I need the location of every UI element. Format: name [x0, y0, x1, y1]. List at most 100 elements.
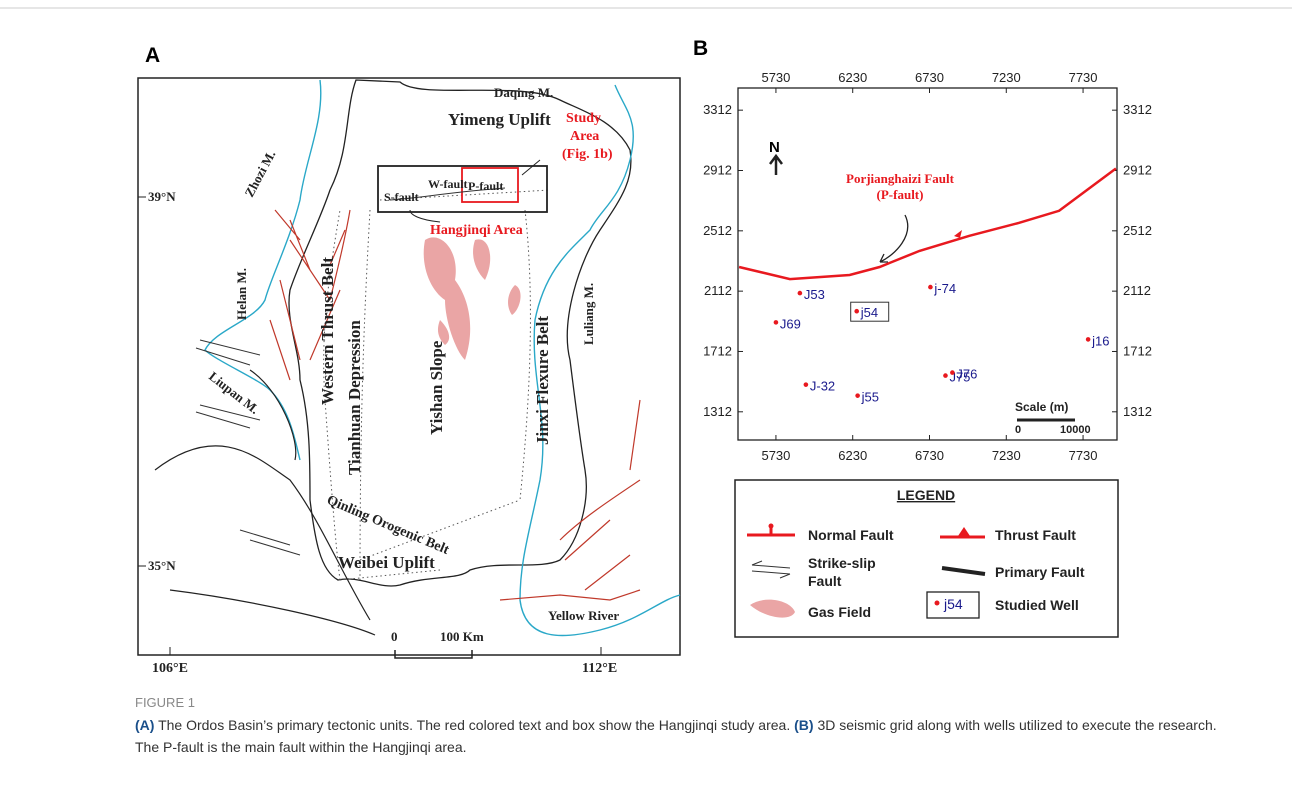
well-point: [797, 290, 803, 296]
map-label: P-fault: [468, 179, 503, 193]
scale-label: 10000: [1060, 424, 1091, 436]
well-label: j55: [861, 390, 879, 405]
map-label: Yishan Slope: [427, 340, 446, 435]
map-label: Area: [570, 129, 599, 144]
y-tick-label: 2912: [703, 162, 732, 177]
x-tick-label: 6730: [915, 70, 944, 85]
well-label: j54: [860, 305, 878, 320]
lat-label: 35°N: [148, 558, 176, 573]
y-tick-label: 2912: [1123, 162, 1152, 177]
caption-text: (A) The Ordos Basin’s primary tectonic u…: [135, 714, 1235, 758]
map-label: Tianhuan Depression: [345, 320, 364, 475]
x-tick-label: 5730: [761, 70, 790, 85]
fault-line: [738, 167, 1117, 281]
panel-label: A: [145, 44, 160, 67]
lon-label: 112°E: [582, 661, 617, 676]
plot-frame: [737, 87, 1118, 441]
thrust-symbol: [954, 230, 962, 238]
y-tick-label: 2112: [704, 283, 732, 298]
x-tick-label: 7230: [992, 70, 1021, 85]
well-point: [803, 382, 809, 387]
fault-label: Porjianghaizi Fault: [846, 171, 955, 186]
map-label: Western Thrust Belt: [318, 257, 337, 405]
well-point: [1085, 337, 1091, 342]
x-tick-label: 7730: [1069, 70, 1098, 85]
y-tick-label: 1312: [1123, 404, 1152, 419]
well-point: [855, 393, 860, 398]
well-label: J-32: [810, 379, 835, 394]
well-label: j16: [1091, 333, 1109, 348]
well-point: [950, 370, 955, 375]
well-point: [928, 284, 933, 290]
well-label: J69: [780, 316, 801, 331]
y-tick-label: 1712: [703, 343, 732, 358]
map-label: Hangjinqi Area: [430, 223, 523, 238]
legend-label: Fault: [808, 573, 842, 589]
x-tick-label: 5730: [761, 448, 790, 463]
x-tick-label: 7730: [1069, 448, 1098, 463]
y-tick-label: 1312: [703, 404, 732, 419]
fault-label: (P-fault): [877, 187, 924, 202]
legend-label: Gas Field: [808, 604, 871, 620]
map-label: S-fault: [384, 190, 419, 204]
map-label: Study: [566, 111, 601, 126]
well-label: J75: [949, 370, 970, 385]
well-label: J53: [804, 287, 825, 302]
scale-label: 0: [1015, 424, 1021, 436]
legend-label: Thrust Fault: [995, 527, 1076, 543]
north-label: N: [769, 139, 780, 156]
map-label: Liupan M.: [206, 369, 262, 417]
x-tick-label: 6230: [838, 448, 867, 463]
legend-title: LEGEND: [897, 487, 955, 503]
map-label: W-fault: [428, 177, 468, 191]
x-tick-label: 6730: [915, 448, 944, 463]
map-label: Yellow River: [548, 608, 619, 623]
y-tick-label: 1712: [1123, 343, 1152, 358]
x-tick-label: 7230: [992, 448, 1021, 463]
scale-label: 0: [391, 629, 398, 644]
scale-label: 100 Km: [440, 629, 484, 644]
map-label: Zhozi M.: [241, 148, 278, 200]
well-box: [850, 301, 890, 322]
map-label: Helan M.: [234, 268, 249, 320]
y-tick-label: 2512: [703, 223, 732, 238]
well-label: J76: [956, 367, 977, 382]
well-point: [943, 373, 948, 378]
fault-pointer: [879, 214, 909, 263]
y-tick-label: 2112: [1123, 283, 1151, 298]
well-label: j-74: [933, 281, 956, 296]
x-tick-label: 6230: [838, 70, 867, 85]
legend-label: Normal Fault: [808, 527, 894, 543]
map-frame: [137, 77, 681, 656]
scale-title: Scale (m): [1015, 400, 1068, 414]
map-label: Jinxi Flexure Belt: [533, 316, 552, 445]
map-label: (Fig. 1b): [562, 147, 613, 162]
caption-tag: (B): [794, 717, 814, 733]
caption-tag: (A): [135, 717, 155, 733]
map-label: Weibei Uplift: [338, 553, 435, 572]
map-label: Yimeng Uplift: [448, 110, 551, 129]
map-label: Qinling Orogenic Belt: [324, 493, 451, 558]
figure: A Daqing M. Yimeng Uplift Study Area (Fi…: [0, 7, 1292, 676]
panel-label: B: [693, 37, 708, 60]
caption-span: The Ordos Basin’s primary tectonic units…: [154, 717, 795, 733]
well-point: [773, 320, 779, 325]
north-arrow: [769, 153, 783, 175]
legend-label: j54: [943, 596, 963, 612]
lat-label: 39°N: [148, 189, 176, 204]
y-tick-label: 2512: [1123, 223, 1152, 238]
legend-label: Strike-slip: [808, 555, 876, 571]
legend: LEGEND Normal Fault Thrust Fault Strike-…: [734, 479, 1119, 638]
caption: FIGURE 1 (A) The Ordos Basin’s primary t…: [135, 692, 1235, 758]
y-tick-label: 3312: [1123, 102, 1152, 117]
lon-label: 106°E: [152, 661, 188, 676]
map-label: Daqing M.: [494, 85, 553, 100]
map-label: Luliang M.: [581, 283, 596, 345]
well-point: [854, 308, 860, 314]
y-tick-label: 3312: [703, 102, 732, 117]
caption-label: FIGURE 1: [135, 695, 195, 710]
legend-label: Primary Fault: [995, 564, 1085, 580]
legend-label: Studied Well: [995, 597, 1079, 613]
caption-span: 3D seismic grid along with wells utilize…: [135, 717, 1217, 755]
